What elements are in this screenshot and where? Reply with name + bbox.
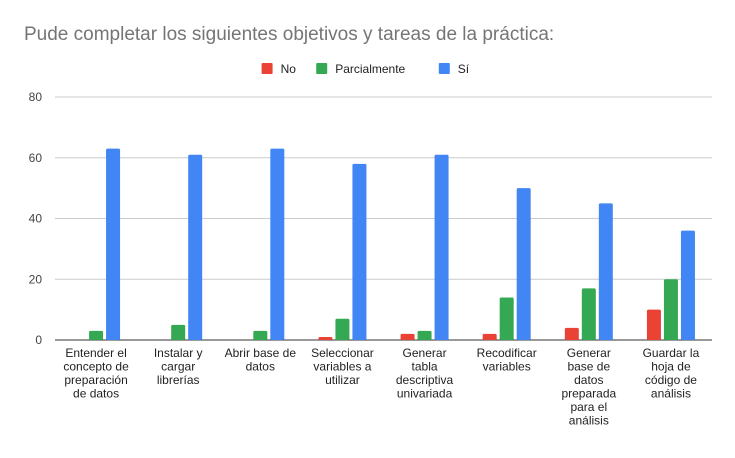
bar-s- xyxy=(352,163,367,340)
y-tick-label: 80 xyxy=(29,90,43,104)
legend-label: Sí xyxy=(458,62,470,76)
bar-s- xyxy=(598,203,613,340)
y-tick-label: 60 xyxy=(29,151,43,165)
legend-label: Parcialmente xyxy=(335,62,405,76)
chart-title: Pude completar los siguientes objetivos … xyxy=(24,24,555,45)
bar-parcialmente xyxy=(663,279,678,340)
bar-no xyxy=(646,309,661,340)
y-tick-label: 0 xyxy=(35,333,42,347)
x-tick-label: Entender el concepto de preparación de dato… xyxy=(63,346,129,401)
legend-swatch xyxy=(316,63,328,74)
x-tick-label: Instalar y cargar librerías xyxy=(154,346,203,387)
y-tick-label: 40 xyxy=(29,212,43,226)
bar-parcialmente xyxy=(499,297,514,340)
x-tick-label: Seleccionar variables a utilizar xyxy=(311,346,374,387)
bar-parcialmente xyxy=(335,318,350,340)
bar-no xyxy=(564,327,579,340)
bar-s- xyxy=(434,154,449,340)
bar-s- xyxy=(516,188,531,340)
x-tick-label: Generar base de datos preparada para el análi… xyxy=(561,346,616,428)
bar-parcialmente xyxy=(253,330,268,340)
bar-parcialmente xyxy=(581,288,596,340)
x-tick-label: Recodificar variables xyxy=(477,346,537,374)
legend-label: No xyxy=(281,62,297,76)
bar-s- xyxy=(270,148,285,340)
bar-parcialmente xyxy=(89,330,104,340)
bar-s- xyxy=(106,148,121,340)
legend-swatch xyxy=(438,63,450,74)
x-tick-label: Guardar la hoja de código de análisis xyxy=(643,346,700,401)
bar-no xyxy=(318,336,333,340)
bar-parcialmente xyxy=(417,330,432,340)
y-tick-label: 20 xyxy=(29,272,43,286)
bar-no xyxy=(482,333,497,340)
bar-s- xyxy=(188,154,203,340)
x-tick-label: Abrir base de datos xyxy=(225,346,297,374)
legend-swatch xyxy=(261,63,273,74)
bar-no xyxy=(400,333,415,340)
x-tick-label: Generar tabla descriptiva univariada xyxy=(396,346,454,401)
bar-s- xyxy=(680,230,695,340)
bar-parcialmente xyxy=(171,324,186,340)
